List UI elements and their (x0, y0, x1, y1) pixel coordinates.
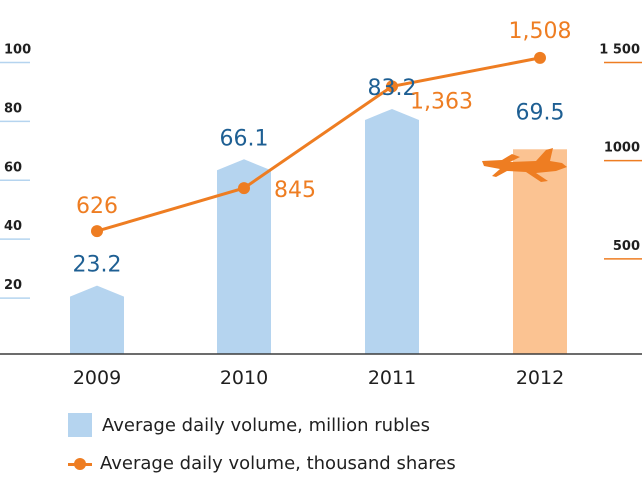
line-point (91, 225, 103, 238)
line-value-label: 1,508 (509, 19, 572, 44)
left-axis: 20 40 60 80 100 (0, 42, 31, 299)
left-tick-label: 60 (4, 160, 22, 175)
bar-2010 (217, 159, 271, 354)
line-value-labels: 626 845 1,363 1,508 (76, 19, 571, 219)
left-tick-label: 100 (4, 42, 31, 57)
legend-item-bar: Average daily volume, million rubles (68, 413, 430, 437)
right-tick-label: 1 500 (599, 42, 640, 57)
left-tick-label: 40 (4, 219, 22, 234)
line-value-label: 1,363 (410, 89, 473, 114)
airplane-icon (482, 148, 567, 182)
category-label: 2012 (516, 367, 564, 389)
left-tick-label: 20 (4, 278, 22, 293)
bar-value-label: 23.2 (73, 253, 122, 278)
line-path (96, 56, 541, 233)
line-value-label: 845 (274, 178, 316, 203)
right-axis: 500 1000 1 500 (599, 42, 642, 260)
category-labels: 2009 2010 2011 2012 (73, 367, 564, 389)
legend-line-swatch (68, 457, 92, 470)
line-point (238, 182, 250, 195)
bar-value-label: 66.1 (220, 126, 269, 151)
right-tick-label: 500 (613, 239, 640, 254)
legend-line-label: Average daily volume, thousand shares (100, 453, 456, 474)
bar-value-label: 83.2 (368, 76, 417, 101)
line-point (534, 51, 546, 64)
legend-bar-swatch (68, 413, 92, 437)
line-value-label: 626 (76, 194, 118, 219)
line-point (386, 80, 398, 93)
right-tick-label: 1000 (604, 141, 640, 156)
category-label: 2011 (368, 367, 416, 389)
bar-2009 (70, 285, 124, 354)
bar-2012 (513, 149, 567, 354)
line-series (91, 51, 546, 238)
bar-value-label: 69.5 (516, 100, 565, 125)
bar-value-labels: 23.2 66.1 83.2 69.5 (73, 76, 565, 278)
legend-bar-label: Average daily volume, million rubles (102, 414, 430, 436)
category-label: 2010 (220, 367, 268, 389)
bar-2011 (365, 108, 419, 355)
bar-series (70, 108, 567, 355)
legend-item-line: Average daily volume, thousand shares (68, 453, 456, 474)
left-tick-label: 80 (4, 101, 22, 116)
category-label: 2009 (73, 367, 121, 389)
